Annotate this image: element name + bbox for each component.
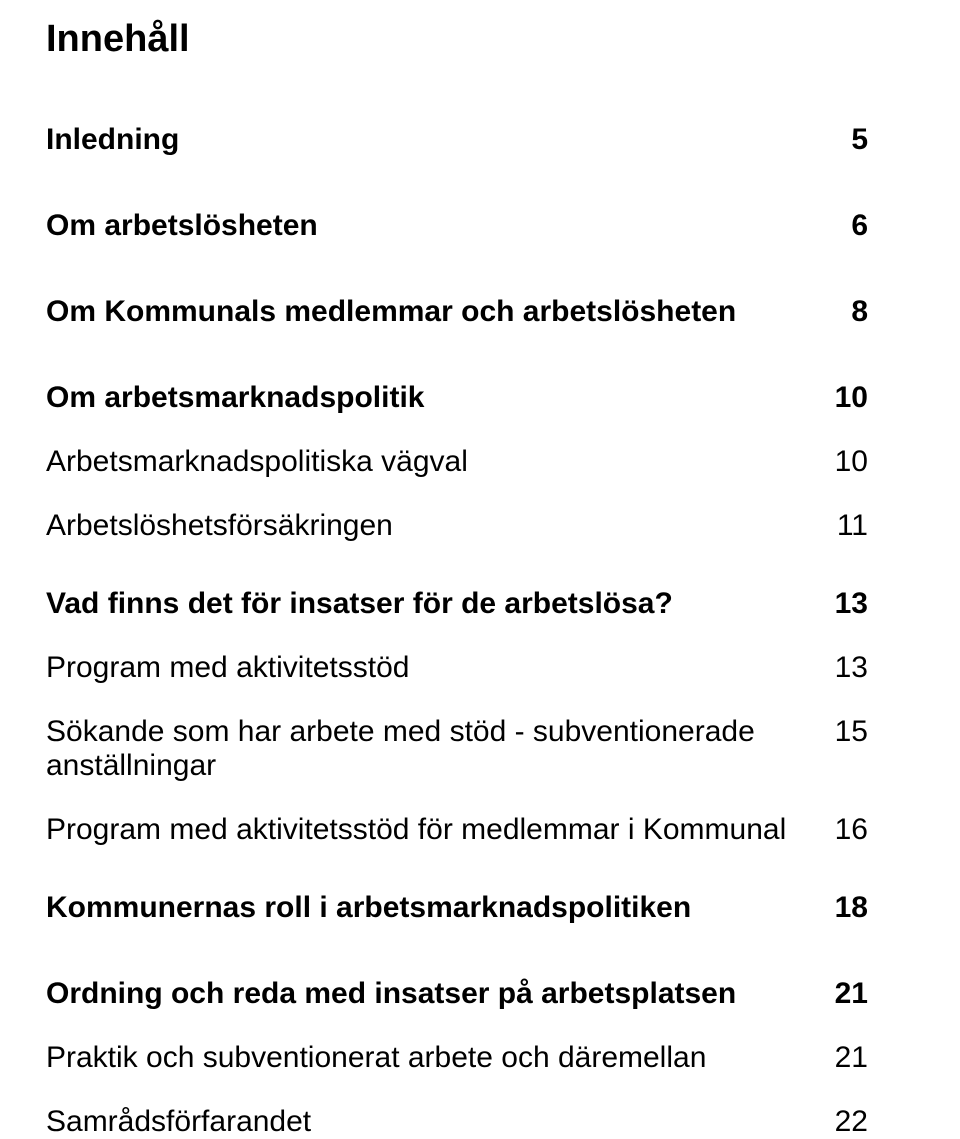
toc-entry: Sökande som har arbete med stöd - subven… <box>46 715 868 783</box>
toc-entry-page: 10 <box>811 445 868 479</box>
toc-entry: Program med aktivitetsstöd för medlemmar… <box>46 813 868 847</box>
toc-entry: Inledning5 <box>46 123 868 157</box>
toc-entry: Kommunernas roll i arbetsmarknadspolitik… <box>46 891 868 925</box>
toc-list: Inledning5 Om arbetslösheten6 Om Kommunals… <box>46 123 868 1139</box>
toc-entry-page: 16 <box>811 813 868 847</box>
toc-page: Innehåll Inledning5Om arbetslösheten6Om … <box>0 0 960 1139</box>
toc-entry-label: Ordning och reda med insatser på arbetsp… <box>46 977 811 1011</box>
toc-entry-page: 13 <box>811 587 868 621</box>
toc-entry-label: Om Kommunals medlemmar och arbetslöshete… <box>46 295 827 329</box>
toc-entry: Om arbetslösheten6 <box>46 209 868 243</box>
toc-entry-page: 5 <box>827 123 868 157</box>
toc-entry-label: Arbetslöshetsförsäkringen <box>46 509 813 543</box>
toc-entry-label: Om arbetsmarknadspolitik <box>46 381 811 415</box>
toc-entry-label: Om arbetslösheten <box>46 209 827 243</box>
toc-entry-label: Program med aktivitetsstöd för medlemmar… <box>46 813 811 847</box>
toc-entry-label: Praktik och subventionerat arbete och dä… <box>46 1041 811 1075</box>
toc-entry: Vad finns det för insatser för de arbets… <box>46 587 868 621</box>
toc-entry-page: 13 <box>811 651 868 685</box>
toc-entry-page: 21 <box>811 977 868 1011</box>
toc-entry-page: 8 <box>827 295 868 329</box>
toc-entry-label: Program med aktivitetsstöd <box>46 651 811 685</box>
toc-entry: Praktik och subventionerat arbete och dä… <box>46 1041 868 1075</box>
toc-entry-page: 15 <box>811 715 868 749</box>
toc-entry-page: 11 <box>813 509 868 543</box>
toc-entry-label: Inledning <box>46 123 827 157</box>
toc-entry-page: 22 <box>811 1105 868 1139</box>
toc-entry-label: Samrådsförfarandet <box>46 1105 811 1139</box>
toc-title: Innehåll <box>46 18 868 61</box>
toc-entry: Arbetslöshetsförsäkringen11 <box>46 509 868 543</box>
toc-entry-label: Kommunernas roll i arbetsmarknadspolitik… <box>46 891 811 925</box>
toc-entry-page: 18 <box>811 891 868 925</box>
toc-entry: Program med aktivitetsstöd13 <box>46 651 868 685</box>
toc-entry-label: Vad finns det för insatser för de arbets… <box>46 587 811 621</box>
toc-entry: Om Kommunals medlemmar och arbetslöshete… <box>46 295 868 329</box>
toc-entry-page: 6 <box>827 209 868 243</box>
toc-entry-label: Arbetsmarknadspolitiska vägval <box>46 445 811 479</box>
toc-entry-page: 10 <box>811 381 868 415</box>
toc-entry: Arbetsmarknadspolitiska vägval10 <box>46 445 868 479</box>
toc-entry-label: Sökande som har arbete med stöd - subven… <box>46 715 811 783</box>
toc-entry: Ordning och reda med insatser på arbetsp… <box>46 977 868 1011</box>
toc-entry: Om arbetsmarknadspolitik10 <box>46 381 868 415</box>
toc-entry: Samrådsförfarandet22 <box>46 1105 868 1139</box>
toc-entry-page: 21 <box>811 1041 868 1075</box>
